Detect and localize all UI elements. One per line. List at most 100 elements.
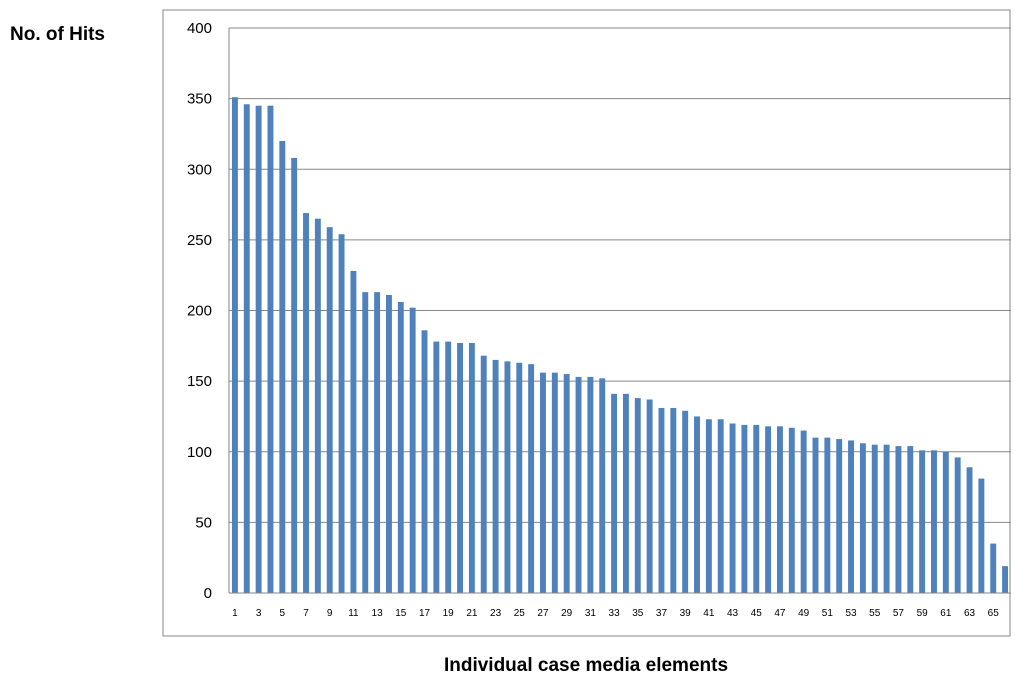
x-tick-label: 39: [680, 608, 692, 619]
bar: [421, 330, 428, 593]
bar: [516, 362, 523, 593]
x-tick-label: 57: [893, 608, 905, 619]
bar: [362, 292, 369, 593]
y-tick-label: 50: [195, 514, 212, 531]
bar: [243, 104, 250, 594]
bar: [338, 234, 345, 594]
bar: [705, 419, 712, 593]
bar: [457, 342, 463, 593]
bar: [646, 399, 653, 593]
x-tick-label: 1: [232, 608, 238, 619]
bar: [978, 478, 985, 593]
bar: [291, 157, 298, 593]
bar: [753, 424, 760, 593]
x-tick-label: 65: [988, 608, 1000, 619]
x-tick-label: 45: [751, 608, 763, 619]
bar: [800, 430, 807, 593]
bar: [504, 361, 511, 593]
bar: [883, 444, 890, 593]
y-tick-label: 200: [187, 303, 212, 320]
bar: [670, 407, 677, 593]
x-tick-label: 55: [869, 608, 881, 619]
bar: [871, 444, 878, 593]
bar: [350, 270, 357, 593]
bar: [848, 440, 854, 593]
x-tick-labels: 1 3 5 7 9 11 13 15 17 19 21 23 25 27 29 31 33 35 37 39 41 43 4…: [232, 608, 999, 619]
bar: [314, 218, 321, 593]
bar: [729, 423, 736, 593]
bar: [563, 374, 570, 593]
x-tick-label: 35: [632, 608, 644, 619]
x-tick-label: 37: [656, 608, 668, 619]
bar: [587, 376, 594, 593]
bar: [575, 376, 582, 593]
bar: [919, 450, 926, 593]
y-tick-label: 350: [187, 91, 212, 108]
bar: [326, 227, 333, 593]
bar: [682, 410, 689, 593]
bar: [468, 342, 475, 593]
bar: [279, 141, 286, 593]
y-tick-label: 400: [187, 20, 212, 37]
x-tick-label: 61: [940, 608, 952, 619]
y-tick-labels: 0 50 100 150 200 250 300 350 400: [187, 20, 212, 602]
x-tick-label: 59: [917, 608, 929, 619]
bar: [480, 355, 487, 593]
bar: [694, 416, 700, 593]
plot-frame: [162, 9, 1011, 637]
bar: [966, 467, 973, 593]
bar: [622, 393, 629, 593]
bar: [776, 426, 783, 593]
bar: [409, 307, 416, 593]
gridlines: [229, 27, 1011, 523]
bar: [942, 451, 949, 593]
x-tick-label: 33: [609, 608, 621, 619]
bar: [824, 437, 831, 594]
bar: [374, 292, 381, 593]
bar: [788, 427, 795, 593]
bar: [267, 105, 274, 593]
y-tick-label: 250: [187, 232, 212, 249]
bar: [1002, 566, 1009, 593]
bar: [907, 446, 914, 593]
x-tick-label: 49: [798, 608, 810, 619]
x-tick-label: 13: [372, 608, 384, 619]
bar: [611, 393, 618, 593]
bar: [551, 372, 558, 593]
bar: [658, 407, 665, 593]
bar: [231, 97, 238, 594]
x-tick-label: 41: [703, 608, 715, 619]
x-tick-label: 15: [395, 608, 407, 619]
bar: [255, 105, 262, 593]
x-axis-label: Individual case media elements: [444, 655, 728, 676]
x-tick-label: 47: [774, 608, 786, 619]
bar: [540, 372, 546, 593]
bar: [765, 426, 772, 593]
x-tick-label: 31: [585, 608, 597, 619]
x-tick-label: 7: [303, 608, 309, 619]
bar: [990, 543, 997, 593]
bar: [836, 439, 843, 593]
bar: [397, 302, 404, 593]
x-tick-label: 63: [964, 608, 976, 619]
y-tick-label: 300: [187, 161, 212, 178]
x-tick-label: 3: [256, 608, 262, 619]
y-tick-label: 150: [187, 373, 212, 390]
bar: [931, 450, 937, 593]
bars: [231, 97, 1009, 594]
x-tick-label: 11: [348, 608, 359, 619]
bar: [634, 398, 641, 593]
x-tick-label: 27: [537, 608, 549, 619]
x-tick-label: 53: [845, 608, 857, 619]
x-tick-label: 43: [727, 608, 739, 619]
bar: [303, 213, 309, 594]
bar: [433, 341, 440, 593]
x-tick-label: 19: [443, 608, 455, 619]
x-tick-label: 51: [822, 608, 834, 619]
bar: [445, 341, 452, 593]
x-tick-label: 29: [561, 608, 573, 619]
bar: [895, 446, 902, 593]
x-tick-label: 21: [466, 608, 478, 619]
